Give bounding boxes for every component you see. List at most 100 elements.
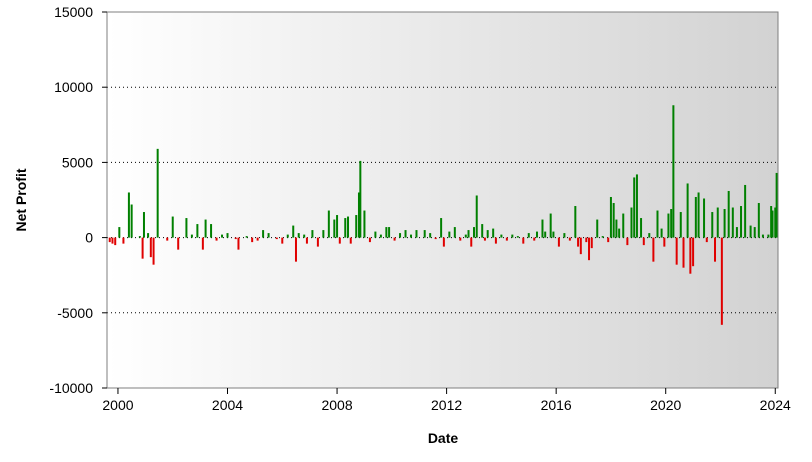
profit-bar bbox=[138, 236, 141, 238]
y-tick-label: -5000 bbox=[57, 305, 93, 321]
profit-bar bbox=[256, 237, 259, 241]
y-tick-label: -10000 bbox=[49, 380, 93, 396]
profit-bar bbox=[459, 237, 462, 241]
profit-bar bbox=[686, 183, 689, 238]
profit-bar bbox=[141, 237, 144, 259]
profit-bar bbox=[464, 234, 467, 238]
profit-bar bbox=[429, 233, 432, 238]
profit-bar bbox=[714, 237, 717, 262]
profit-bar bbox=[368, 237, 371, 243]
profit-bar bbox=[753, 227, 756, 238]
profit-bar bbox=[720, 237, 723, 325]
profit-bar bbox=[652, 237, 655, 262]
profit-bar bbox=[344, 218, 347, 238]
profit-bar bbox=[609, 196, 612, 238]
profit-bar bbox=[626, 237, 629, 246]
y-axis-title: Net Profit bbox=[13, 168, 29, 231]
profit-bar bbox=[470, 237, 473, 247]
profit-bar bbox=[679, 212, 682, 238]
profit-bar bbox=[557, 237, 560, 247]
profit-bar bbox=[423, 230, 426, 238]
profit-bar bbox=[481, 224, 484, 238]
profit-bar bbox=[585, 237, 588, 243]
profit-bar bbox=[415, 230, 418, 238]
profit-bar bbox=[448, 231, 451, 238]
profit-bar bbox=[596, 219, 599, 238]
profit-bar bbox=[292, 225, 295, 238]
profit-bar bbox=[316, 237, 319, 247]
profit-bar bbox=[156, 148, 159, 238]
profit-bar bbox=[166, 237, 169, 241]
profit-bar bbox=[226, 233, 229, 238]
profit-bar bbox=[275, 237, 278, 240]
x-tick-label: 2008 bbox=[321, 397, 352, 413]
profit-bar bbox=[770, 206, 773, 238]
profit-bar bbox=[767, 234, 770, 238]
profit-bar bbox=[440, 218, 443, 238]
profit-bar bbox=[185, 218, 188, 238]
profit-bar bbox=[615, 219, 618, 238]
x-tick-label: 2000 bbox=[102, 397, 133, 413]
profit-bar bbox=[579, 237, 582, 255]
profit-bar bbox=[177, 237, 180, 250]
profit-bar bbox=[108, 237, 111, 243]
profit-bar bbox=[286, 234, 289, 238]
x-tick-label: 2020 bbox=[650, 397, 681, 413]
profit-bar bbox=[511, 234, 514, 238]
y-tick-label: 5000 bbox=[62, 154, 93, 170]
profit-bar bbox=[311, 230, 314, 238]
profit-bar bbox=[467, 230, 470, 238]
profit-bar bbox=[607, 237, 610, 243]
profit-bar bbox=[630, 207, 633, 238]
profit-bar bbox=[142, 212, 145, 238]
profit-bar bbox=[303, 234, 306, 238]
plot-frame bbox=[106, 11, 779, 389]
profit-bar bbox=[251, 237, 254, 243]
profit-bar bbox=[171, 216, 174, 238]
profit-bar bbox=[535, 231, 538, 238]
profit-bar bbox=[711, 212, 714, 238]
y-tick-label: 10000 bbox=[54, 79, 93, 95]
profit-bar bbox=[322, 230, 325, 238]
profit-bar bbox=[483, 237, 486, 241]
y-axis-ticks: -10000 -5000 0 5000 10000 15000 bbox=[49, 4, 107, 396]
profit-bar bbox=[492, 228, 495, 238]
profit-bar bbox=[473, 227, 475, 238]
profit-bar bbox=[118, 227, 121, 238]
profit-bar bbox=[642, 237, 645, 246]
profit-bar bbox=[692, 237, 695, 267]
x-tick-label: 2012 bbox=[431, 397, 462, 413]
profit-bar bbox=[740, 206, 743, 238]
profit-bar bbox=[735, 227, 738, 238]
profit-bar bbox=[500, 234, 503, 238]
profit-bar bbox=[152, 237, 155, 265]
profit-bar bbox=[618, 228, 621, 238]
x-axis-title: Date bbox=[428, 430, 459, 446]
profit-bar bbox=[744, 184, 747, 238]
profit-bar bbox=[633, 177, 636, 238]
profit-bar bbox=[204, 219, 207, 238]
profit-bar bbox=[648, 233, 651, 238]
profit-bar bbox=[267, 233, 270, 238]
profit-bar bbox=[612, 203, 615, 238]
profit-bar bbox=[434, 237, 437, 240]
profit-bar bbox=[486, 230, 489, 238]
profit-bar bbox=[122, 237, 125, 244]
profit-bar bbox=[694, 196, 697, 238]
profit-bar bbox=[757, 203, 760, 238]
profit-bar bbox=[262, 230, 265, 238]
profit-bar bbox=[516, 236, 519, 238]
profit-bar bbox=[393, 237, 396, 241]
profit-bar bbox=[761, 234, 764, 238]
profit-bar bbox=[355, 215, 358, 238]
profit-bar bbox=[404, 230, 407, 238]
x-tick-label: 2024 bbox=[760, 397, 791, 413]
profit-bar bbox=[727, 190, 730, 238]
profit-bar bbox=[731, 207, 734, 238]
y-tick-label: 0 bbox=[85, 230, 93, 246]
profit-bar bbox=[196, 224, 199, 238]
profit-bar bbox=[749, 225, 752, 238]
profit-bar bbox=[399, 233, 402, 238]
profit-bar bbox=[588, 237, 591, 261]
profit-bar bbox=[234, 237, 237, 240]
